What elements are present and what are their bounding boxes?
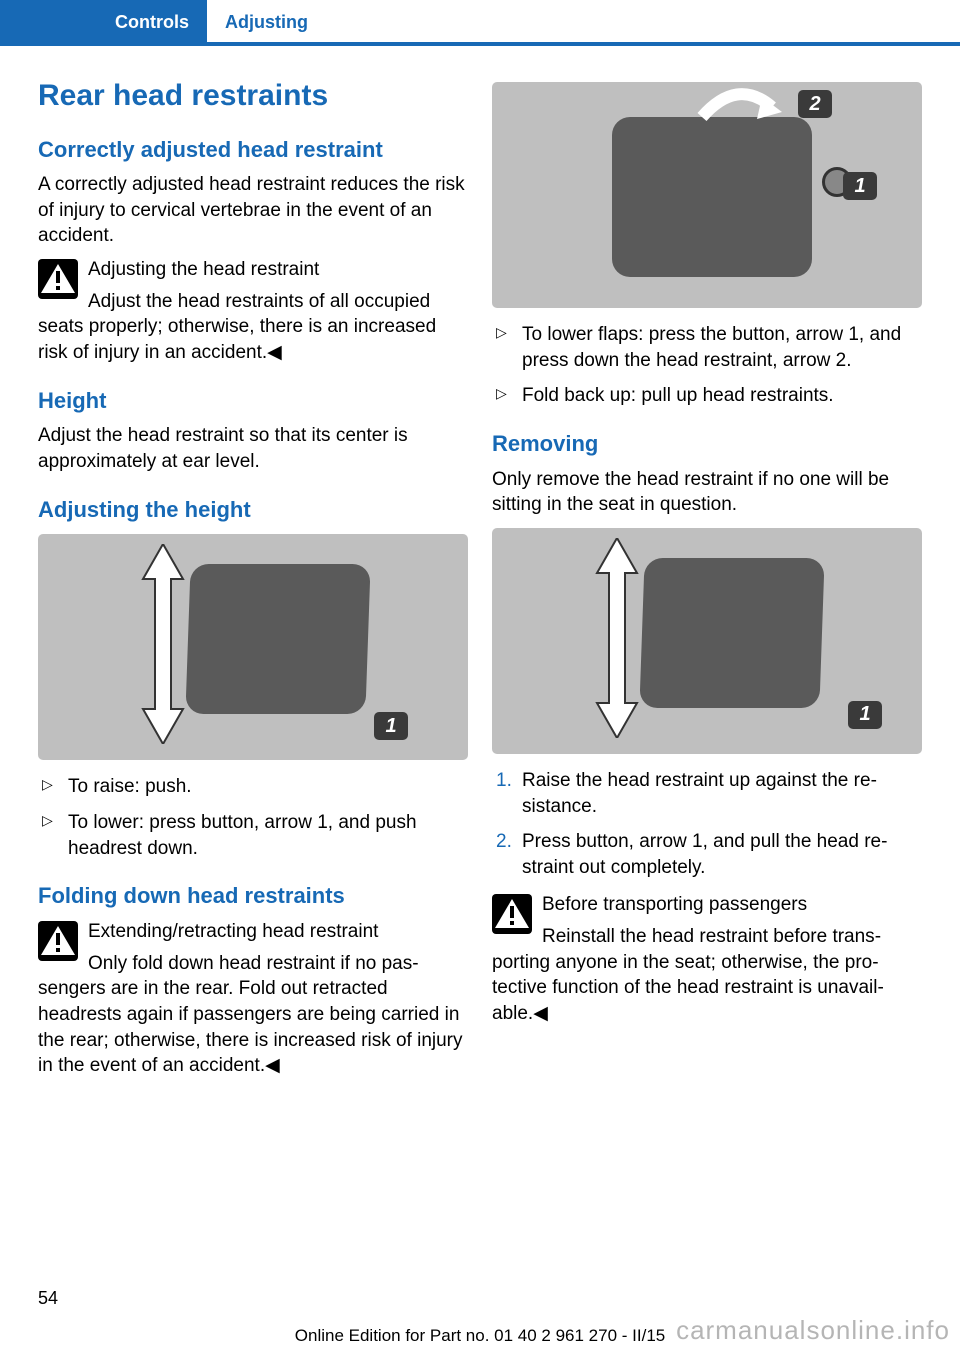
paragraph: Only remove the head restraint if no one… — [492, 467, 922, 518]
page-header: Controls Adjusting — [0, 0, 960, 42]
updown-arrow-icon — [138, 544, 188, 744]
warning-icon — [38, 259, 78, 299]
figure-adjust-height: 1 — [38, 534, 468, 760]
watermark: carmanualsonline.info — [676, 1313, 950, 1348]
heading-correctly-adjusted: Correctly adjusted head restraint — [38, 135, 468, 165]
page-number: 54 — [38, 1286, 58, 1310]
warning-title: Before transporting passengers — [492, 892, 922, 918]
warning-block: Adjusting the head restraint Adjust the … — [38, 257, 468, 366]
content-columns: Rear head restraints Correctly adjusted … — [0, 46, 960, 1089]
list-item: Fold back up: pull up head restraints. — [492, 383, 922, 409]
paragraph: A correctly adjusted head restraint redu… — [38, 172, 468, 249]
updown-arrow-icon — [592, 538, 642, 738]
warning-icon — [38, 921, 78, 961]
warning-title: Adjusting the head restraint — [38, 257, 468, 283]
warning-icon — [492, 894, 532, 934]
list-item: To raise: push. — [38, 774, 468, 800]
heading-removing: Removing — [492, 429, 922, 459]
paragraph: Adjust the head restraint so that its ce… — [38, 423, 468, 474]
warning-block: Extending/retracting head restraint Only… — [38, 919, 468, 1079]
bullet-list: To lower flaps: press the button, arrow … — [492, 322, 922, 409]
list-item: To lower flaps: press the button, arrow … — [492, 322, 922, 373]
list-item: To lower: press button, arrow 1, and pus… — [38, 810, 468, 861]
list-item: Raise the head restraint up against the … — [492, 768, 922, 819]
warning-block: Before transporting passengers Reinstall… — [492, 892, 922, 1026]
warning-body: Reinstall the head restraint before tran… — [492, 924, 922, 1027]
right-column: 1 2 To lower flaps: press the button, ar… — [492, 76, 922, 1089]
figure-label: 1 — [848, 701, 882, 729]
figure-label: 1 — [843, 172, 877, 200]
figure-removing: 1 — [492, 528, 922, 754]
list-item: Press button, arrow 1, and pull the head… — [492, 829, 922, 880]
warning-body: Adjust the head restraints of all occupi… — [38, 289, 468, 366]
curved-arrow-icon — [692, 82, 782, 127]
breadcrumb-active: Controls — [0, 0, 207, 42]
figure-label: 2 — [798, 90, 832, 118]
heading-folding-down: Folding down head restraints — [38, 881, 468, 911]
figure-fold-flaps: 1 2 — [492, 82, 922, 308]
warning-body: Only fold down head restraint if no pas­… — [38, 951, 468, 1079]
headrest-shape — [185, 564, 370, 714]
bullet-list: To raise: push. To lower: press button, … — [38, 774, 468, 861]
left-column: Rear head restraints Correctly adjusted … — [38, 76, 468, 1089]
headrest-shape — [612, 117, 812, 277]
breadcrumb-inactive: Adjusting — [207, 0, 326, 42]
figure-label: 1 — [374, 712, 408, 740]
warning-title: Extending/retracting head restraint — [38, 919, 468, 945]
heading-adjusting-height: Adjusting the height — [38, 495, 468, 525]
heading-height: Height — [38, 386, 468, 416]
headrest-shape — [639, 558, 824, 708]
page-title: Rear head restraints — [38, 76, 468, 117]
numbered-list: Raise the head restraint up against the … — [492, 768, 922, 881]
